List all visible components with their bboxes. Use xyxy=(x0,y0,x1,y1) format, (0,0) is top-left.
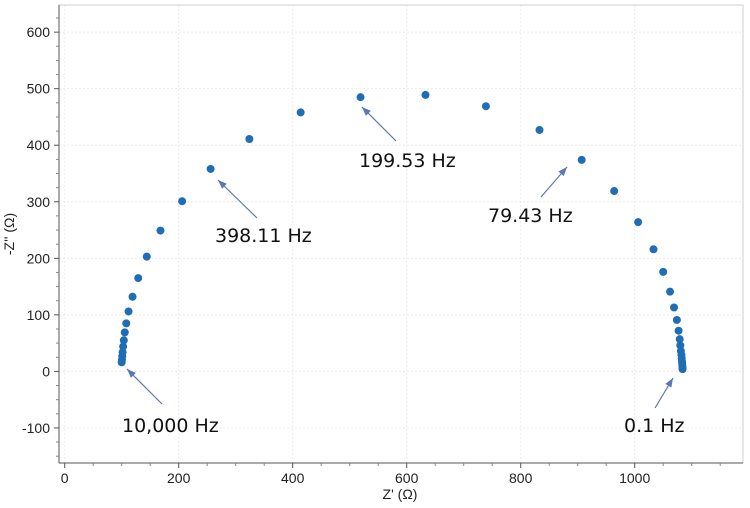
data-point xyxy=(666,287,675,296)
y-tick-label: 200 xyxy=(27,250,51,266)
x-tick-label: 400 xyxy=(281,470,305,486)
y-tick-label: 0 xyxy=(42,363,50,379)
x-tick-label: 600 xyxy=(395,470,419,486)
data-point xyxy=(610,187,619,196)
data-point xyxy=(119,336,128,345)
data-point xyxy=(481,102,490,111)
axes: 0 200 400 600 800 1000 -100 0 100 200 300 400 500 600 xyxy=(22,5,743,486)
data-point xyxy=(674,326,683,335)
y-tick-label: 300 xyxy=(27,194,51,210)
data-point xyxy=(178,197,187,206)
x-tick-label: 0 xyxy=(61,470,69,486)
arrowhead xyxy=(558,167,567,177)
data-point xyxy=(119,342,128,351)
y-tick-label: 100 xyxy=(27,307,51,323)
data-point xyxy=(156,226,165,235)
y-tick-label: 600 xyxy=(27,24,51,40)
data-point xyxy=(356,93,365,102)
data-point xyxy=(535,125,544,134)
data-point xyxy=(245,135,254,144)
annotation-label-0-1hz: 0.1 Hz xyxy=(624,415,685,437)
grid xyxy=(59,5,743,463)
annotation-label-10000hz: 10,000 Hz xyxy=(122,415,219,437)
data-point xyxy=(675,335,684,344)
data-point xyxy=(120,328,129,337)
y-tick-label: 500 xyxy=(27,81,51,97)
x-tick-label: 1000 xyxy=(619,470,650,486)
data-point xyxy=(577,155,586,164)
data-point xyxy=(128,292,137,301)
arrowhead xyxy=(362,107,371,116)
data-point xyxy=(206,164,215,173)
y-tick-label: -100 xyxy=(22,420,50,436)
data-point xyxy=(421,90,430,99)
annotation-label-199hz: 199.53 Hz xyxy=(359,150,456,172)
data-point xyxy=(122,319,131,328)
y-tick-label: 400 xyxy=(27,137,51,153)
data-point xyxy=(124,307,133,316)
data-point xyxy=(296,108,305,117)
x-tick-label: 200 xyxy=(167,470,191,486)
x-tick-label: 800 xyxy=(509,470,533,486)
annotation-label-398hz: 398.11 Hz xyxy=(215,225,312,247)
data-points xyxy=(117,90,687,374)
data-point xyxy=(634,218,643,227)
y-axis-title: -Z'' (Ω) xyxy=(1,213,17,255)
annotations: 10,000 Hz 398.11 Hz 199.53 Hz 79.43 Hz 0… xyxy=(122,106,685,437)
data-point xyxy=(659,267,668,276)
arrowhead xyxy=(218,180,227,189)
data-point xyxy=(142,252,151,261)
arrowhead xyxy=(127,369,136,378)
data-point xyxy=(670,303,679,312)
arrowhead xyxy=(665,378,673,388)
annotation-label-79hz: 79.43 Hz xyxy=(488,205,573,227)
data-point xyxy=(649,245,658,254)
annotation-arrow-398hz xyxy=(217,179,258,219)
data-point xyxy=(678,365,687,374)
data-point xyxy=(134,274,143,283)
x-axis-title: Z' (Ω) xyxy=(383,486,418,502)
data-point xyxy=(672,315,681,324)
